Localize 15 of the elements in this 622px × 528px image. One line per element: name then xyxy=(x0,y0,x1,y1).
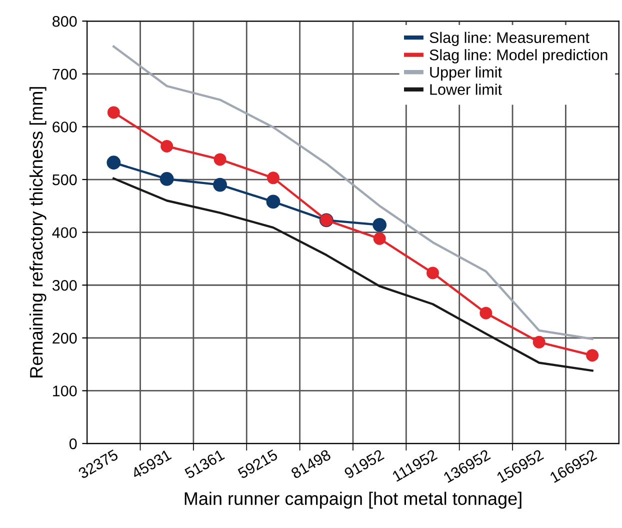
y-tick-label: 700 xyxy=(52,68,77,80)
y-tick-label: 300 xyxy=(52,280,77,291)
y-tick-label: 800 xyxy=(52,16,77,27)
y-tick-label: 600 xyxy=(52,122,77,132)
y-axis-title: Remaining refractory thickness [mm] xyxy=(29,87,46,378)
legend-label: Upper limit xyxy=(430,66,502,81)
legend-label: Slag line: Model prediction xyxy=(430,49,608,64)
x-axis-title: Main runner campaign [hot metal tonnage] xyxy=(184,492,522,509)
y-tick-label: 100 xyxy=(53,386,77,396)
y-tick-label: 500 xyxy=(52,174,77,186)
y-tick-label: 400 xyxy=(52,227,77,238)
y-tick-label: 0 xyxy=(69,438,77,450)
y-tick-label: 200 xyxy=(52,332,77,344)
legend-label: Lower limit xyxy=(430,84,502,95)
legend-label: Slag line: Measurement xyxy=(430,32,590,46)
